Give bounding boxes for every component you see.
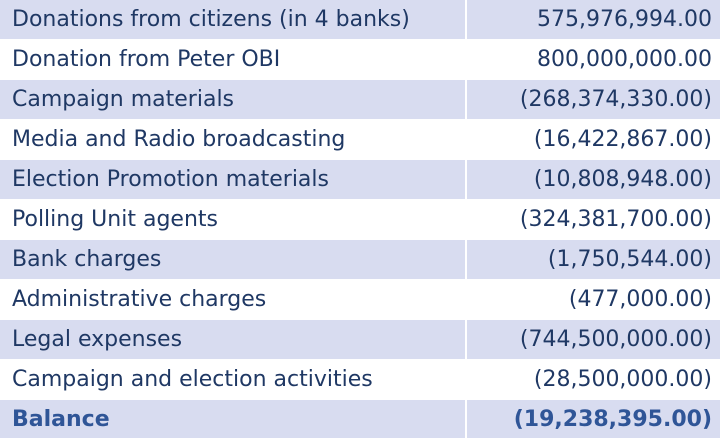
row-amount: (28,500,000.00): [465, 359, 720, 400]
table-row: Media and Radio broadcasting (16,422,867…: [0, 119, 720, 160]
row-label: Donation from Peter OBI: [0, 39, 466, 80]
row-label: Campaign and election activities: [0, 359, 466, 400]
table-row: Election Promotion materials (10,808,948…: [0, 159, 720, 200]
row-amount: (1,750,544.00): [465, 239, 720, 280]
row-label: Legal expenses: [0, 319, 466, 360]
table-row: Legal expenses (744,500,000.00): [0, 319, 720, 360]
row-amount: (268,374,330.00): [465, 79, 720, 120]
row-amount: 800,000,000.00: [465, 39, 720, 80]
row-amount: (477,000.00): [465, 279, 720, 320]
row-label: Donations from citizens (in 4 banks): [0, 0, 466, 40]
row-label: Polling Unit agents: [0, 199, 466, 240]
balance-amount: (19,238,395.00): [465, 399, 720, 439]
table-row: Bank charges (1,750,544.00): [0, 239, 720, 280]
row-amount: (10,808,948.00): [465, 159, 720, 200]
table-row: Administrative charges (477,000.00): [0, 279, 720, 320]
balance-row: Balance (19,238,395.00): [0, 399, 720, 439]
row-label: Bank charges: [0, 239, 466, 280]
table-row: Polling Unit agents (324,381,700.00): [0, 199, 720, 240]
table-row: Donations from citizens (in 4 banks) 575…: [0, 0, 720, 40]
row-label: Administrative charges: [0, 279, 466, 320]
row-amount: 575,976,994.00: [465, 0, 720, 40]
row-amount: (16,422,867.00): [465, 119, 720, 160]
row-label: Election Promotion materials: [0, 159, 466, 200]
balance-label: Balance: [0, 399, 466, 439]
table-row: Campaign materials (268,374,330.00): [0, 79, 720, 120]
row-label: Media and Radio broadcasting: [0, 119, 466, 160]
row-label: Campaign materials: [0, 79, 466, 120]
row-amount: (324,381,700.00): [465, 199, 720, 240]
table-row: Donation from Peter OBI 800,000,000.00: [0, 39, 720, 80]
row-amount: (744,500,000.00): [465, 319, 720, 360]
table-row: Campaign and election activities (28,500…: [0, 359, 720, 400]
